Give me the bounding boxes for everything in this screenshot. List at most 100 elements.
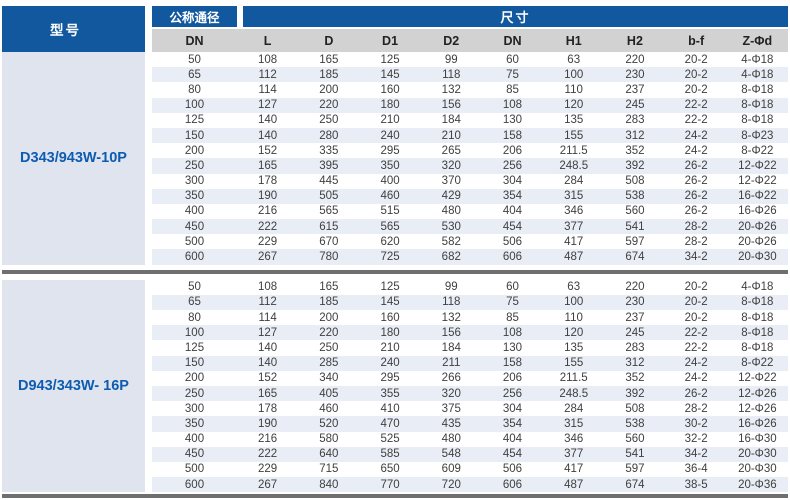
cell-Z-Φd: 8-Φ23 bbox=[741, 129, 774, 142]
cell-Z-Φd: 12-Φ22 bbox=[738, 175, 777, 188]
cell-H1: 487 bbox=[564, 251, 584, 264]
model-name: D343/943W-10P bbox=[20, 150, 127, 167]
cell-L: 267 bbox=[258, 251, 278, 264]
cell-H1: 135 bbox=[564, 114, 584, 127]
cell-DN: 506 bbox=[502, 235, 523, 248]
cell-D1: 410 bbox=[380, 402, 400, 415]
cell-D1: 725 bbox=[380, 251, 400, 264]
table-row-dn-450: 450 222 615 565 530 454 377 541 28-2 20-Φ26 bbox=[152, 219, 788, 235]
cell-D1: 180 bbox=[380, 326, 400, 339]
cell-DN: 350 bbox=[184, 190, 205, 203]
nominal-diameter-header: 公称通径 bbox=[152, 6, 237, 27]
cell-b-f: 26-2 bbox=[684, 190, 708, 203]
model-section-2: D943/343W- 16P 50 108 165 125 99 60 63 220 20-2 4-… bbox=[2, 279, 788, 493]
cell-D: 340 bbox=[319, 372, 339, 385]
cell-D2: 320 bbox=[441, 159, 461, 172]
cell-H2: 312 bbox=[625, 357, 645, 370]
cell-Z-Φd: 8-Φ18 bbox=[741, 296, 774, 309]
column-header-dn: DN bbox=[503, 33, 522, 48]
cell-Z-Φd: 8-Φ18 bbox=[741, 326, 774, 339]
cell-DN: 500 bbox=[184, 235, 205, 248]
cell-Z-Φd: 8-Φ18 bbox=[741, 341, 774, 354]
cell-b-f: 24-2 bbox=[684, 372, 708, 385]
cell-H1: 284 bbox=[564, 175, 584, 188]
cell-H1: 284 bbox=[564, 402, 584, 415]
column-header-h1: H1 bbox=[565, 33, 582, 48]
column-header-z-φd: Z-Φd bbox=[742, 33, 773, 48]
cell-H1: 120 bbox=[564, 99, 584, 112]
cell-D2: 480 bbox=[441, 205, 461, 218]
cell-DN: 450 bbox=[184, 448, 205, 461]
cell-H2: 220 bbox=[625, 281, 645, 294]
cell-H2: 538 bbox=[625, 190, 645, 203]
cell-Z-Φd: 16-Φ26 bbox=[738, 417, 777, 430]
cell-D: 640 bbox=[319, 448, 339, 461]
section-rows: 50 108 165 125 99 60 63 220 20-2 4-Φ18 65 112 185 145… bbox=[152, 279, 788, 493]
cell-DN: 75 bbox=[506, 296, 519, 309]
cell-Z-Φd: 12-Φ22 bbox=[738, 159, 777, 172]
cell-Z-Φd: 8-Φ18 bbox=[741, 99, 774, 112]
cell-Z-Φd: 16-Φ26 bbox=[738, 205, 777, 218]
cell-D1: 240 bbox=[380, 357, 400, 370]
column-header-b-f: b-f bbox=[688, 33, 705, 48]
cell-H2: 541 bbox=[625, 220, 645, 233]
cell-Z-Φd: 4-Φ18 bbox=[741, 281, 774, 294]
cell-L: 152 bbox=[258, 372, 278, 385]
cell-D2: 156 bbox=[441, 99, 461, 112]
cell-D: 405 bbox=[319, 387, 339, 400]
cell-D: 165 bbox=[319, 53, 339, 66]
cell-H2: 283 bbox=[625, 114, 645, 127]
cell-b-f: 28-2 bbox=[684, 402, 708, 415]
table-row-dn-350: 350 190 520 470 435 354 315 538 30-2 16-Φ26 bbox=[152, 416, 788, 432]
cell-H1: 248.5 bbox=[559, 387, 589, 400]
cell-D2: 480 bbox=[441, 433, 461, 446]
cell-H1: 346 bbox=[564, 205, 584, 218]
cell-DN: 125 bbox=[184, 341, 205, 354]
table-row-dn-80: 80 114 200 160 132 85 110 237 20-2 8-Φ18 bbox=[152, 310, 788, 326]
cell-DN: 130 bbox=[502, 341, 523, 354]
model-name: D943/343W- 16P bbox=[18, 377, 129, 394]
table-row-dn-150: 150 140 285 240 211 158 155 312 24-2 8-Φ22 bbox=[152, 355, 788, 371]
cell-DN: 158 bbox=[502, 357, 523, 370]
cell-DN: 506 bbox=[502, 463, 523, 476]
cell-D2: 211 bbox=[442, 357, 461, 370]
cell-H2: 560 bbox=[625, 433, 645, 446]
table-row-dn-250: 250 165 405 355 320 256 248.5 392 26-2 12-Φ26 bbox=[152, 385, 788, 402]
cell-D: 520 bbox=[319, 417, 339, 430]
cell-DN: 100 bbox=[184, 99, 205, 112]
cell-Z-Φd: 12-Φ26 bbox=[738, 387, 777, 400]
cell-DN: 600 bbox=[184, 251, 205, 264]
cell-D2: 435 bbox=[441, 417, 461, 430]
cell-b-f: 20-2 bbox=[684, 83, 708, 96]
column-gap bbox=[145, 52, 152, 265]
column-header-d2: D2 bbox=[443, 33, 460, 48]
cell-b-f: 24-2 bbox=[684, 357, 708, 370]
cell-D2: 530 bbox=[441, 220, 461, 233]
cell-DN: 206 bbox=[502, 372, 523, 385]
cell-H2: 508 bbox=[625, 402, 645, 415]
cell-H1: 417 bbox=[564, 235, 584, 248]
table-row-dn-200: 200 152 335 295 265 206 211.5 352 24-2 8-Φ22 bbox=[152, 143, 788, 159]
table-row-dn-500: 500 229 715 650 609 506 417 597 36-4 20-Φ30 bbox=[152, 461, 788, 478]
column-header-dn: DN bbox=[185, 33, 204, 48]
cell-b-f: 22-2 bbox=[684, 341, 708, 354]
table-header: 型号 公称通径 尺寸 DN L D D1 D2 DN H1 H2 b-f Z-Φd bbox=[2, 6, 788, 52]
cell-D: 220 bbox=[319, 99, 339, 112]
cell-Z-Φd: 20-Φ30 bbox=[738, 463, 777, 476]
cell-DN: 400 bbox=[184, 433, 205, 446]
cell-DN: 150 bbox=[184, 129, 205, 142]
cell-L: 190 bbox=[258, 190, 278, 203]
cell-D1: 355 bbox=[380, 387, 400, 400]
cell-D1: 210 bbox=[380, 114, 400, 127]
cell-L: 216 bbox=[258, 205, 278, 218]
cell-Z-Φd: 12-Φ26 bbox=[738, 402, 777, 415]
cell-DN: 65 bbox=[188, 68, 201, 81]
table-row-dn-400: 400 216 580 525 480 404 346 560 32-2 16-Φ30 bbox=[152, 431, 788, 447]
cell-H2: 230 bbox=[625, 68, 645, 81]
cell-D: 615 bbox=[319, 220, 339, 233]
cell-DN: 206 bbox=[502, 144, 523, 157]
cell-b-f: 22-2 bbox=[684, 326, 708, 339]
cell-D1: 295 bbox=[380, 372, 400, 385]
cell-D2: 429 bbox=[441, 190, 461, 203]
cell-DN: 500 bbox=[184, 463, 205, 476]
